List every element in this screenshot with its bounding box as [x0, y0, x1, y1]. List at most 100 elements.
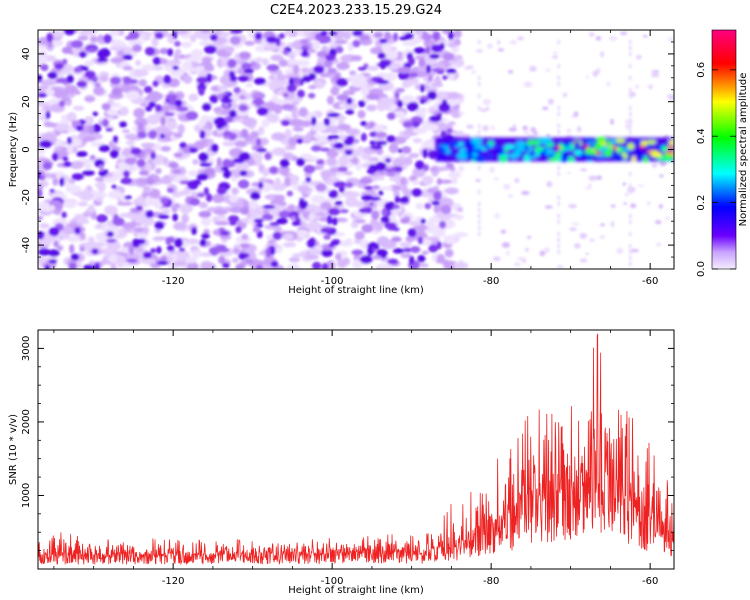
heatmap-cell [573, 141, 581, 147]
heatmap-cell [153, 143, 162, 151]
heatmap-cell [321, 209, 328, 215]
heatmap-noise-layer [38, 30, 674, 269]
heatmap-cell [316, 159, 325, 165]
heatmap-cell [109, 254, 117, 264]
heatmap-cell [628, 117, 632, 123]
heatmap-cell [199, 40, 213, 47]
heatmap-cell [234, 140, 247, 148]
heatmap-cell [288, 77, 294, 86]
heatmap-cell [150, 151, 157, 160]
heatmap-cell [210, 250, 219, 256]
heatmap-cell [49, 189, 55, 194]
heatmap-cell [384, 167, 397, 173]
heatmap-cell [443, 234, 459, 245]
heatmap-cell [509, 40, 518, 45]
heatmap-cell [179, 203, 194, 214]
heatmap-cell [402, 120, 413, 128]
heatmap-cell [155, 168, 162, 174]
heatmap-cell [111, 184, 117, 189]
heatmap-cell [326, 112, 340, 118]
heatmap-cell [659, 174, 664, 178]
heatmap-cell [288, 137, 298, 147]
heatmap-cell [624, 193, 629, 196]
heatmap-cell [227, 215, 240, 223]
heatmap-cell [239, 243, 251, 248]
heatmap-cell [595, 36, 602, 41]
heatmap-cell [93, 85, 105, 96]
heatmap-cell [477, 189, 481, 195]
heatmap-cell [261, 213, 274, 221]
heatmap-cell [636, 139, 642, 146]
heatmap-cell [174, 99, 183, 107]
heatmap-cell [445, 163, 455, 169]
heatmap-cell [284, 176, 291, 187]
heatmap-cell [342, 90, 356, 96]
heatmap-cell [636, 55, 642, 60]
heatmap-cell [459, 260, 464, 264]
heatmap-cell [320, 201, 332, 211]
heatmap-cell [472, 151, 478, 158]
heatmap-cell [355, 162, 362, 171]
heatmap-cell [154, 221, 165, 230]
heatmap-cell [477, 75, 481, 81]
heatmap-cell [106, 109, 119, 117]
heatmap-cell [529, 65, 537, 72]
heatmap-cell [84, 116, 94, 121]
heatmap-cell [152, 236, 169, 241]
heatmap-cell [477, 225, 481, 231]
heatmap-cell [421, 140, 438, 151]
heatmap-cell [580, 155, 586, 160]
heatmap-cell [412, 167, 426, 178]
heatmap-cell [612, 148, 617, 155]
heatmap-cell [392, 248, 405, 254]
heatmap-cell [458, 165, 465, 172]
heatmap-cell [401, 94, 415, 105]
heatmap-cell [135, 205, 143, 211]
heatmap-cell [172, 30, 178, 40]
heatmap-cell [628, 171, 632, 177]
heatmap-cell [477, 201, 481, 207]
heatmap-cell [214, 221, 230, 226]
heatmap-cell [301, 49, 308, 58]
heatmap-cell [421, 250, 429, 255]
heatmap-cell [407, 56, 415, 66]
heatmap-cell [628, 93, 632, 99]
heatmap-cell [113, 255, 126, 264]
heatmap-cell [177, 123, 185, 134]
heatmap-cell [229, 206, 243, 214]
heatmap-cell [206, 73, 213, 83]
heatmap-cell [89, 35, 98, 44]
heatmap-cell [592, 70, 598, 77]
heatmap-cell [43, 172, 53, 179]
heatmap-cell [359, 255, 373, 264]
heatmap-cell [103, 169, 109, 175]
heatmap-cell [270, 260, 279, 268]
spectrogram-xtick-label: -100 [321, 276, 344, 287]
heatmap-cell [488, 143, 494, 148]
colorbar-gradient [712, 30, 736, 269]
heatmap-cell [152, 80, 159, 87]
heatmap-cell [587, 183, 593, 188]
spectrogram-ylabel: Frequency (Hz) [8, 112, 19, 188]
heatmap-cell [189, 34, 197, 43]
spectrogram-heatmap [38, 30, 674, 269]
heatmap-cell [160, 116, 166, 126]
heatmap-cell [517, 256, 525, 261]
heatmap-cell [344, 197, 359, 207]
heatmap-cell [344, 102, 358, 111]
heatmap-cell [366, 246, 374, 257]
heatmap-cell [38, 85, 50, 91]
heatmap-cell [229, 195, 239, 203]
heatmap-cell [190, 49, 204, 58]
heatmap-cell [218, 227, 226, 232]
heatmap-cell [334, 253, 342, 261]
heatmap-cell [380, 216, 390, 224]
heatmap-cell [477, 231, 481, 237]
heatmap-cell [83, 188, 90, 194]
heatmap-cell [414, 55, 426, 60]
heatmap-cell [557, 171, 561, 177]
heatmap-cell [316, 50, 329, 58]
heatmap-cell [311, 116, 317, 126]
heatmap-cell [651, 152, 663, 158]
